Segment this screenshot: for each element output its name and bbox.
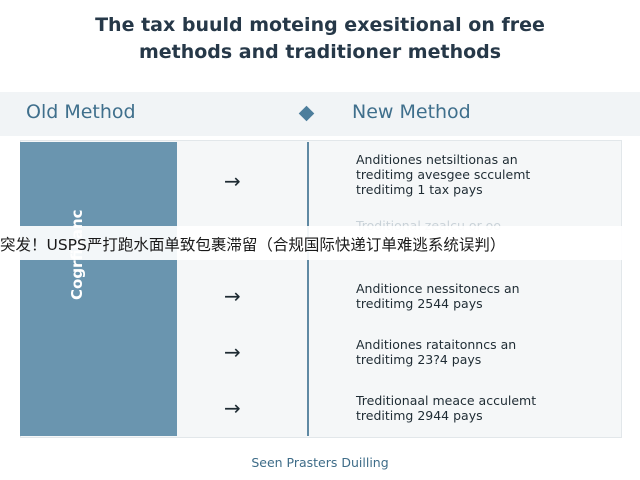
- row-text-line: treditimg 2944 pays: [356, 408, 483, 423]
- arrow-right-icon: →: [224, 340, 241, 364]
- row-text-line: treditimg 2544 pays: [356, 296, 483, 311]
- new-method-row-2: Anditionce nessitonecs an treditimg 2544…: [356, 281, 606, 311]
- column-header-band: [0, 92, 640, 136]
- row-text-line: treditimg 1 tax pays: [356, 182, 483, 197]
- row-text-line: Anditiones netsiltionas an: [356, 152, 518, 167]
- new-method-row-3: Anditiones rataitonncs an treditimg 23?4…: [356, 337, 606, 367]
- arrow-right-icon: →: [224, 169, 241, 193]
- new-method-row-1: Anditiones netsiltionas an treditimg ave…: [356, 152, 606, 197]
- title-line-2: methods and traditioner methods: [138, 41, 502, 63]
- diagram-title: The tax buuld moteing exesitional on fre…: [0, 12, 640, 66]
- row-text-line: Anditionce nessitonecs an: [356, 281, 520, 296]
- overlay-banner: [0, 226, 640, 260]
- new-method-row-4: Treditionaal meace acculemt treditimg 29…: [356, 393, 606, 423]
- old-method-bar: [20, 142, 177, 436]
- arrow-right-icon: →: [224, 284, 241, 308]
- row-text-line: Treditionaal meace acculemt: [356, 393, 537, 408]
- old-method-heading: Old Method: [26, 101, 136, 123]
- row-text-line: Anditiones rataitonncs an: [356, 337, 517, 352]
- column-divider: [307, 142, 309, 436]
- row-text-line: treditimg avesgee scculemt: [356, 167, 531, 182]
- arrow-right-icon: →: [224, 396, 241, 420]
- overlay-banner-text: 突发！USPS严打跑水面单致包裹滞留（合规国际快递订单难逃系统误判）: [0, 236, 506, 254]
- new-method-heading: New Method: [352, 101, 471, 123]
- title-line-1: The tax buuld moteing exesitional on fre…: [95, 14, 545, 36]
- row-text-line: treditimg 23?4 pays: [356, 352, 482, 367]
- footer-caption: Seen Prasters Duilling: [251, 455, 389, 470]
